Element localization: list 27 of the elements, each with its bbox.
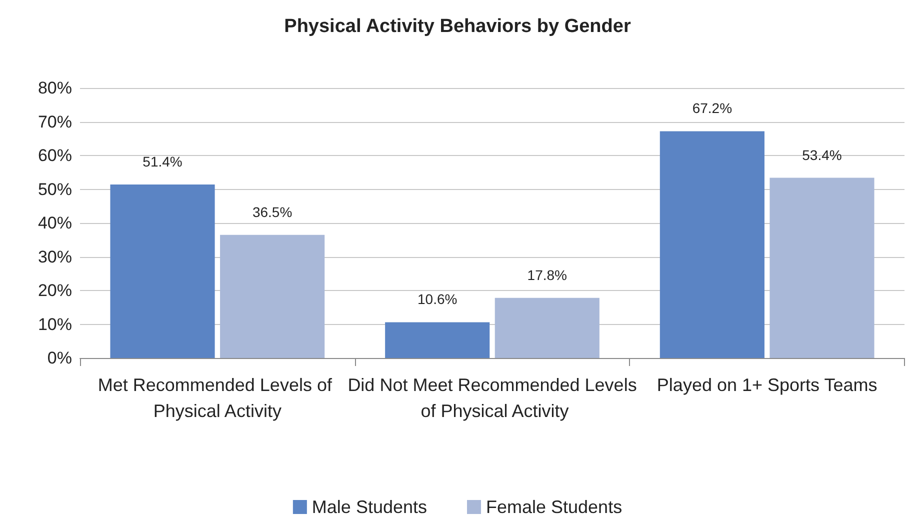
data-label: 53.4% xyxy=(802,146,842,163)
bar xyxy=(220,234,325,358)
y-tick-label: 60% xyxy=(38,146,72,165)
bar xyxy=(494,298,600,358)
bar xyxy=(770,178,874,358)
bar xyxy=(110,184,215,358)
y-tick-label: 50% xyxy=(38,180,72,199)
y-tick-label: 0% xyxy=(47,348,72,368)
bar xyxy=(385,322,490,358)
data-label: 67.2% xyxy=(692,100,732,116)
y-tick-label: 80% xyxy=(38,78,72,98)
data-label: 10.6% xyxy=(418,291,458,308)
legend-label: Male Students xyxy=(312,497,428,517)
x-tick-label: Did Not Meet Recommended Levels of Physical Activity xyxy=(348,375,637,421)
y-tick-label: 20% xyxy=(38,281,72,300)
legend-label: Female Students xyxy=(486,497,622,517)
data-label: 36.5% xyxy=(252,204,292,220)
y-tick-label: 40% xyxy=(38,214,72,232)
bar xyxy=(660,131,764,358)
x-tick-label: Met Recommended Levels of Physical Activity xyxy=(98,375,337,421)
y-tick-label: 30% xyxy=(38,247,72,266)
data-label: 17.8% xyxy=(527,266,567,283)
chart-title: Physical Activity Behaviors by Gender xyxy=(284,16,632,37)
y-tick-label: 10% xyxy=(38,314,72,334)
x-tick-label: Played on 1+ Sports Teams xyxy=(656,375,878,395)
data-label: 51.4% xyxy=(142,154,182,170)
y-tick-label: 70% xyxy=(38,112,72,132)
